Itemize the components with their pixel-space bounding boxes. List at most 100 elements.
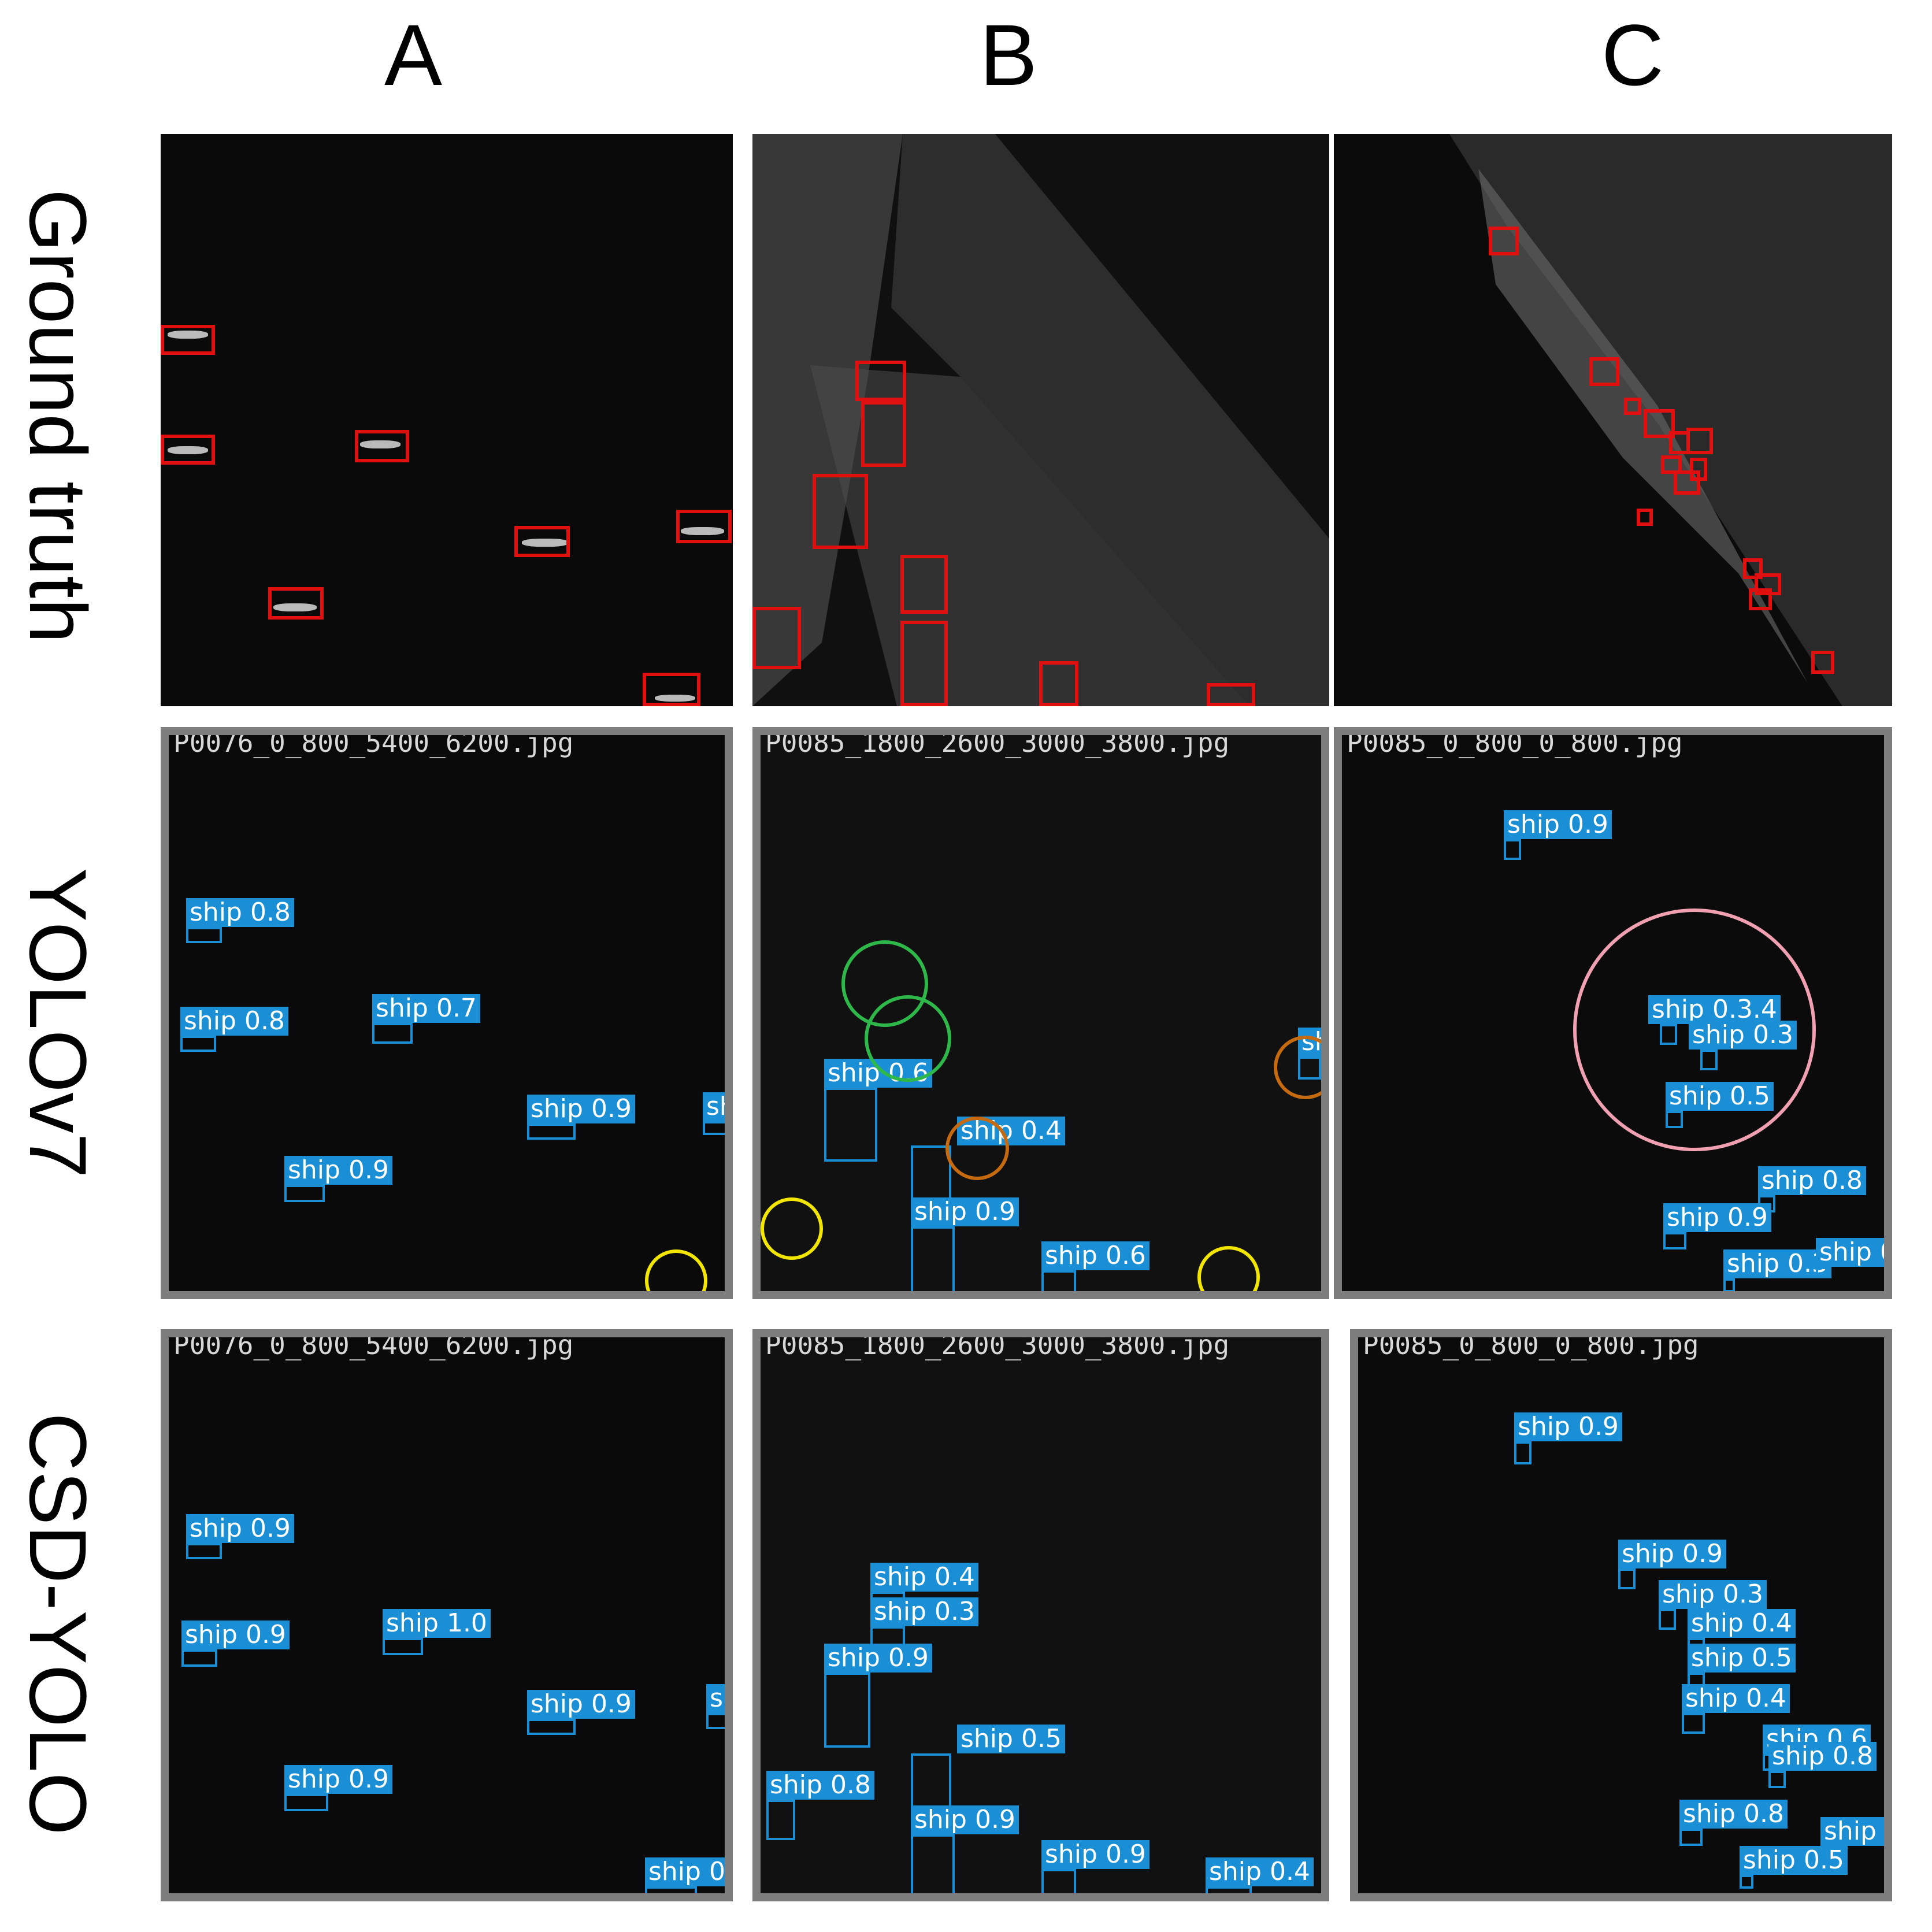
detection-box: ship 0.9 xyxy=(527,1690,635,1735)
detection-box: ship 0.8 xyxy=(186,898,294,943)
detection-box: ship 0.3 xyxy=(870,1597,978,1655)
detection-label: ship 0.9 xyxy=(1514,1412,1622,1441)
detection-label: ship 0.8 xyxy=(766,1771,874,1800)
ship-blob xyxy=(655,695,695,702)
detection-label: ship 0.8 xyxy=(1679,1800,1788,1829)
detection-box: ship 0.5 xyxy=(911,1725,1065,1817)
detection-box: ship 0.9 xyxy=(911,1805,1019,1893)
detection-box: ship 1.0 xyxy=(383,1609,491,1655)
detection-box: ship 0.7 xyxy=(372,994,480,1044)
detection-box: ship 0.5 xyxy=(1740,1846,1848,1889)
detection-label: ship 0.9 xyxy=(911,1197,1019,1226)
detection-label: ship 0.6 xyxy=(1041,1241,1149,1270)
row-header-csd-yolo: CSD-YOLO xyxy=(13,1412,103,1835)
csd-panel-a: P0076_0_800_5400_6200.jpg ship 0.9 ship … xyxy=(161,1329,733,1901)
detection-label: ship 0.4 xyxy=(1688,1609,1796,1638)
detection-label: ship 0.9 xyxy=(1504,810,1612,839)
detection-label: ship 0.8 xyxy=(186,898,294,927)
detection-label: ship 0.9 xyxy=(527,1690,635,1719)
detection-box: ship 0.5 xyxy=(1688,1644,1796,1693)
detection-box: ship 0.9 xyxy=(284,1156,392,1202)
detection-label: shi xyxy=(703,1092,725,1121)
detection-label: ship 0.3 xyxy=(1723,1249,1831,1278)
detection-box: ship 0.4 xyxy=(911,1117,1065,1203)
ground-truth-box xyxy=(900,555,948,614)
detection-label: ship 0.9 xyxy=(1663,1203,1771,1232)
coast-texture xyxy=(1449,134,1892,706)
detection-label: ship 0.3 xyxy=(1659,1580,1767,1609)
file-name-label: P0076_0_800_5400_6200.jpg xyxy=(173,1329,574,1360)
ground-truth-box xyxy=(1207,683,1255,706)
detection-box: ship 0.9 xyxy=(911,1197,1019,1291)
gt-panel-c xyxy=(1334,134,1892,706)
detection-box: ship 0. xyxy=(645,1857,725,1893)
detection-label: ship 0.8 xyxy=(1768,1742,1877,1771)
ground-truth-box xyxy=(1743,558,1763,579)
ground-truth-box xyxy=(268,587,324,620)
yolo-panel-b: P0085_1800_2600_3000_3800.jpg ship 0.6 s… xyxy=(752,727,1329,1299)
detection-label: ship 0. xyxy=(645,1857,725,1886)
detection-box: shi xyxy=(703,1092,725,1135)
detection-box: ship 0.4 xyxy=(1688,1609,1796,1659)
file-name-label: P0085_1800_2600_3000_3800.jpg xyxy=(765,727,1230,758)
detection-box: ship 0.8 xyxy=(180,1007,288,1052)
detection-box: ship 0.8 xyxy=(1768,1742,1877,1788)
ship-blob xyxy=(273,603,317,611)
row-header-yolov7: YOLOv7 xyxy=(13,867,103,1178)
detection-label: ship 0.5 xyxy=(1688,1644,1796,1673)
ground-truth-box xyxy=(900,621,948,706)
detection-box: ship 0.3 xyxy=(1659,1580,1767,1630)
ground-truth-box xyxy=(752,607,801,669)
false-detection-ring xyxy=(865,995,951,1082)
column-header-b: B xyxy=(979,6,1038,103)
detection-label: ship 0.9 xyxy=(181,1620,290,1649)
detection-label: ship 0.9 xyxy=(1618,1540,1726,1568)
detection-label: ship 0.8 xyxy=(180,1007,288,1036)
ground-truth-box xyxy=(1669,431,1690,454)
ship-blob xyxy=(168,446,208,454)
detection-label: shi xyxy=(706,1684,725,1713)
detection-box: ship 0.6 xyxy=(1041,1241,1149,1291)
detection-label: ship 0.5 xyxy=(957,1725,1065,1753)
file-name-label: P0085_0_800_0_800.jpg xyxy=(1347,727,1683,758)
detection-label: ship 1.0 xyxy=(383,1609,491,1638)
detection-label: ship 0.9 xyxy=(824,1644,932,1673)
detection-box: shi xyxy=(706,1684,725,1729)
ship-blob xyxy=(168,331,208,339)
detection-box: ship 0.9 xyxy=(1663,1203,1771,1249)
detection-label: ship 0.9 xyxy=(284,1156,392,1185)
orange-ring xyxy=(1274,1036,1321,1099)
gt-panel-a xyxy=(161,134,733,706)
detection-box: ship 0.8 xyxy=(766,1771,874,1840)
file-name-label: P0076_0_800_5400_6200.jpg xyxy=(173,727,574,758)
pink-ring xyxy=(1573,908,1816,1151)
detection-box: ship 0.6 xyxy=(824,1059,932,1162)
file-name-label: P0085_0_800_0_800.jpg xyxy=(1363,1329,1699,1360)
yolo-panel-c: P0085_0_800_0_800.jpg ship 0.9 ship 0.3.… xyxy=(1334,727,1892,1299)
detection-box: ship 0.9 xyxy=(181,1620,290,1667)
ground-truth-box xyxy=(1661,455,1682,474)
ground-truth-box xyxy=(1637,509,1653,526)
yolo-panel-a: P0076_0_800_5400_6200.jpg ship 0.8 ship … xyxy=(161,727,733,1299)
detection-label: ship 0.7 xyxy=(372,994,480,1023)
detection-box: ship 0.4 xyxy=(1206,1857,1314,1893)
gt-panel-b xyxy=(752,134,1329,706)
ship-blob xyxy=(681,527,724,535)
ground-truth-box xyxy=(643,673,700,706)
ground-truth-box xyxy=(514,526,570,557)
ground-truth-box xyxy=(1749,588,1772,610)
detection-box: ship 0.9 xyxy=(186,1514,294,1559)
ship-blob xyxy=(522,539,568,547)
detection-label: ship 0.4 xyxy=(1682,1684,1790,1713)
detection-box: ship 0.4 xyxy=(1682,1684,1790,1734)
ground-truth-box xyxy=(1039,661,1078,706)
detection-label: ship 0.5 xyxy=(1740,1846,1848,1875)
ground-truth-box xyxy=(1624,398,1641,415)
detection-box: ship 0.9 xyxy=(1504,810,1612,860)
detection-box: ship 0.9 xyxy=(284,1765,392,1811)
ground-truth-box xyxy=(1644,409,1675,438)
ground-truth-box xyxy=(855,361,906,401)
ground-truth-box xyxy=(1686,428,1713,454)
missed-detection-ring xyxy=(761,1197,823,1260)
detection-box: ship 0.3 xyxy=(1723,1249,1831,1291)
